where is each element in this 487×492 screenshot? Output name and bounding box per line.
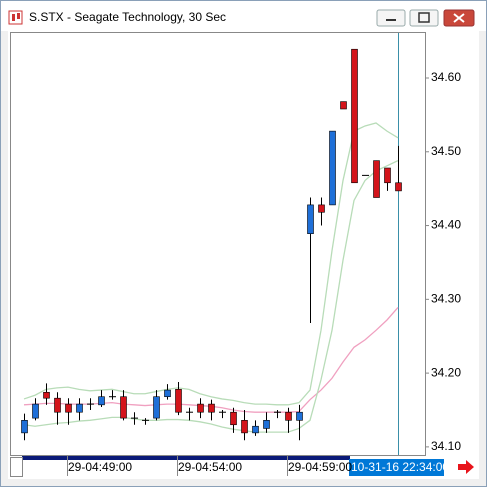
plot-border [10, 32, 426, 456]
scroll-box[interactable] [10, 457, 23, 477]
candle-body [43, 391, 50, 399]
y-tick-label: 34.40 [431, 218, 461, 232]
candle-body [175, 389, 182, 413]
indicator-line [23, 160, 399, 433]
cursor-label-bg [349, 459, 444, 476]
maximize-button[interactable] [409, 9, 439, 27]
candle-body [318, 204, 325, 213]
candle-body [285, 411, 292, 421]
candle-body [32, 403, 39, 419]
candle-body [153, 396, 160, 419]
y-tick-label: 34.30 [431, 292, 461, 306]
candle-body [197, 403, 204, 413]
y-tick-label: 34.10 [431, 439, 461, 453]
candle-body [54, 397, 61, 413]
y-tick-label: 34.20 [431, 365, 461, 379]
minimize-button[interactable] [376, 9, 406, 27]
candle-body [120, 396, 127, 419]
candle-body [76, 403, 83, 413]
indicator-line [23, 122, 399, 406]
candle-body [395, 182, 402, 192]
candle-body [208, 403, 215, 413]
candle-body [21, 420, 28, 434]
app-icon [8, 10, 23, 25]
candle-body [252, 425, 259, 434]
cursor-label: 10-31-16 22:34:00 [351, 460, 449, 474]
scroll-right-arrow[interactable] [458, 460, 474, 474]
y-tick-label: 34.50 [431, 144, 461, 158]
y-tick-label: 34.60 [431, 70, 461, 84]
candle-body [296, 411, 303, 421]
candle-body [384, 167, 391, 184]
candle-body [241, 420, 248, 434]
candle-body [351, 48, 358, 184]
x-tick-label: 29-04:54:00 [178, 460, 242, 474]
close-button[interactable] [443, 9, 475, 27]
candle-body [164, 389, 171, 398]
candle-body [230, 411, 237, 426]
candle-body [329, 130, 336, 206]
candle-body [65, 403, 72, 413]
time-bar [22, 456, 350, 460]
candle-body [263, 420, 270, 429]
candle-body [307, 204, 314, 234]
candle-body [373, 160, 380, 198]
x-tick-label: 29-04:59:00 [288, 460, 352, 474]
x-tick-label: 29-04:49:00 [68, 460, 132, 474]
candle-body [98, 396, 105, 406]
candle-body [340, 101, 347, 110]
window-title: S.STX - Seagate Technology, 30 Sec [29, 10, 226, 24]
